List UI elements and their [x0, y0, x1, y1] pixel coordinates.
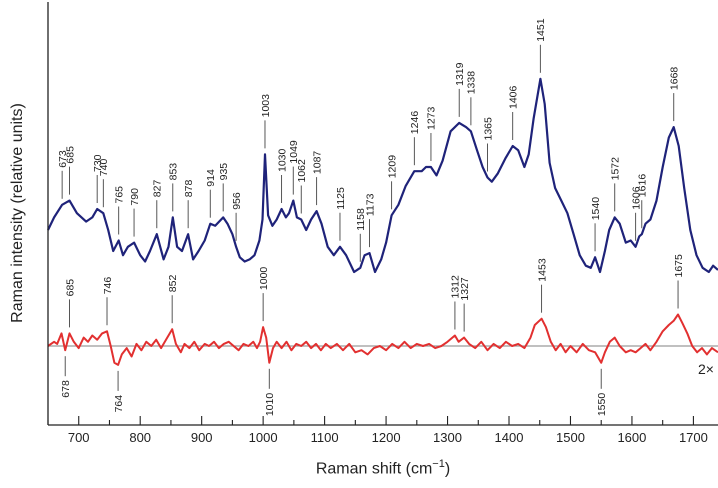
series-lower-line — [47, 313, 718, 366]
lower-peak-above-label-4: 1312 — [450, 275, 462, 299]
lower-peak-above-label-3: 1000 — [258, 267, 270, 291]
upper-peak-label-6: 827 — [152, 180, 164, 198]
upper-peak-label-12: 1003 — [260, 94, 272, 118]
upper-peak-label-23: 1319 — [454, 62, 466, 86]
x-axis-title: Raman shift (cm−1) — [48, 458, 718, 478]
x-tick-label-1400: 1400 — [495, 430, 524, 445]
x-tick-label-1300: 1300 — [433, 430, 462, 445]
lower-peak-above-label-6: 1453 — [536, 258, 548, 282]
upper-peak-label-16: 1087 — [311, 151, 323, 175]
lower-peak-above-label-2: 852 — [167, 275, 179, 293]
x-tick-label-1200: 1200 — [372, 430, 401, 445]
lower-peak-below-label-0: 678 — [60, 380, 72, 398]
lower-peak-above-label-1: 746 — [102, 277, 114, 295]
upper-peak-label-1: 685 — [64, 146, 76, 164]
upper-peak-label-17: 1125 — [335, 187, 347, 210]
x-axis-title-close: ) — [444, 460, 451, 478]
x-axis-title-main: Raman shift (cm — [315, 460, 433, 478]
upper-peak-label-24: 1338 — [466, 71, 478, 95]
upper-peak-label-18: 1158 — [355, 208, 367, 231]
x-axis: 700 800 900 1000 1100 1200 1300 1400 1500 1600 170… — [47, 2, 718, 445]
x-axis-title-sup: −1 — [432, 458, 445, 470]
upper-peak-label-7: 853 — [168, 163, 180, 181]
upper-peak-label-25: 1365 — [482, 117, 494, 141]
upper-peak-label-22: 1273 — [426, 106, 438, 130]
upper-peak-label-8: 878 — [183, 180, 195, 198]
series-upper-line — [47, 77, 718, 274]
upper-peak-label-4: 765 — [114, 186, 126, 204]
lower-peak-above-label-0: 685 — [64, 279, 76, 297]
lower-peak-below-label-2: 1010 — [264, 393, 276, 417]
upper-peak-label-27: 1451 — [535, 18, 547, 42]
upper-peak-label-21: 1246 — [409, 111, 421, 135]
x-tick-label-900: 900 — [191, 430, 213, 445]
lower-peak-above-label-7: 1675 — [673, 254, 685, 278]
upper-peak-label-14: 1049 — [288, 140, 300, 164]
upper-peak-label-28: 1540 — [590, 197, 602, 221]
upper-peak-label-9: 914 — [205, 169, 217, 187]
upper-peak-label-5: 790 — [129, 188, 141, 206]
y-axis-title-wrap: Raman intensity (relative units) — [4, 0, 32, 425]
scale-annotation: 2× — [698, 361, 714, 377]
upper-peak-label-3: 740 — [98, 159, 110, 177]
x-tick-label-1100: 1100 — [311, 430, 339, 445]
upper-peak-label-31: 1616 — [637, 174, 649, 198]
upper-peak-label-13: 1030 — [276, 148, 288, 172]
y-axis-title: Raman intensity (relative units) — [9, 102, 27, 323]
upper-peak-label-32: 1668 — [669, 67, 681, 91]
upper-peak-label-11: 956 — [231, 192, 243, 210]
upper-peak-label-2: 730 — [92, 154, 104, 172]
x-tick-label-800: 800 — [129, 430, 151, 445]
upper-peak-label-19: 1173 — [364, 193, 376, 216]
x-tick-label-700: 700 — [68, 430, 90, 445]
x-tick-label-1500: 1500 — [556, 430, 585, 445]
upper-peak-label-20: 1209 — [386, 155, 398, 179]
x-tick-label-1700: 1700 — [679, 430, 708, 445]
upper-peak-label-15: 1062 — [296, 159, 308, 183]
upper-peak-label-29: 1572 — [610, 157, 622, 181]
x-tick-label-1600: 1600 — [617, 430, 646, 445]
upper-peak-label-30: 1606 — [630, 186, 642, 210]
upper-peak-label-0: 673 — [57, 150, 69, 168]
upper-peak-label-10: 935 — [218, 163, 230, 181]
upper-peak-label-26: 1406 — [508, 85, 520, 109]
lower-peak-below-label-3: 1550 — [596, 393, 608, 417]
series-lines — [47, 77, 718, 366]
lower-peak-above-label-5: 1327 — [459, 277, 471, 301]
x-tick-label-1000: 1000 — [249, 430, 278, 445]
lower-peak-below-label-1: 764 — [113, 395, 125, 413]
